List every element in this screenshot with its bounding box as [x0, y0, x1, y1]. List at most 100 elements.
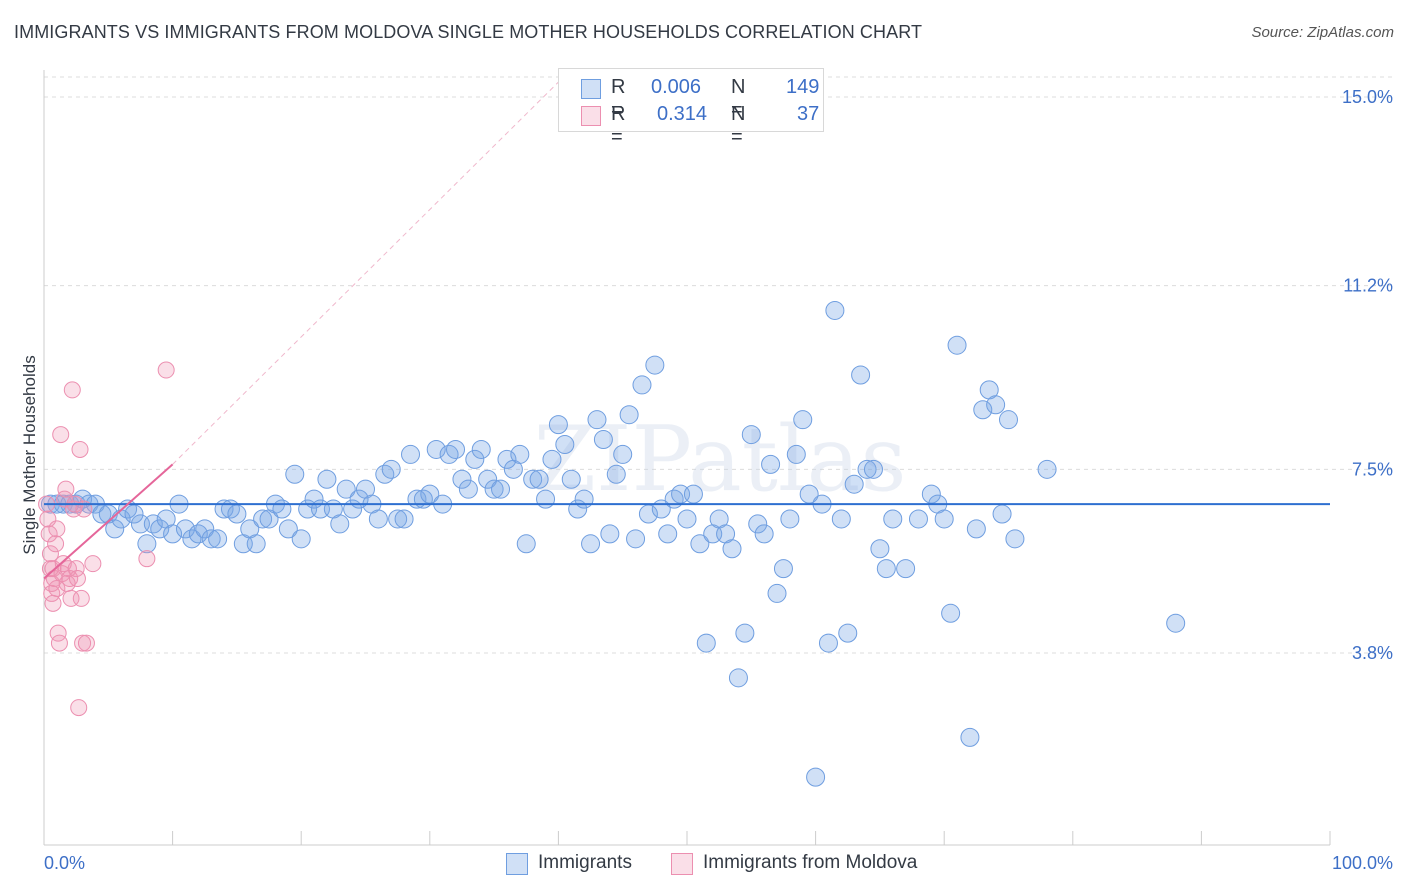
scatter-point-immigrants	[1167, 614, 1185, 632]
scatter-point-immigrants	[659, 525, 677, 543]
scatter-point-immigrants	[286, 465, 304, 483]
legend-label-immigrants: Immigrants	[538, 852, 632, 874]
scatter-point-immigrants	[723, 540, 741, 558]
scatter-point-immigrants	[402, 445, 420, 463]
scatter-point-immigrants	[620, 406, 638, 424]
scatter-point-immigrants	[138, 535, 156, 553]
r-value-immigrants: 0.006	[651, 76, 701, 99]
scatter-point-immigrants	[794, 411, 812, 429]
scatter-point-immigrants	[864, 460, 882, 478]
immigrants-legend-swatch	[506, 853, 528, 875]
x-tick-max: 100.0%	[1332, 853, 1393, 873]
y-tick-label: 15.0%	[1342, 87, 1393, 107]
scatter-point-moldova	[71, 700, 87, 716]
scatter-point-immigrants	[762, 455, 780, 473]
scatter-point-moldova	[58, 481, 74, 497]
scatter-point-moldova	[73, 590, 89, 606]
r-label: R =	[611, 103, 625, 149]
scatter-point-immigrants	[697, 634, 715, 652]
scatter-point-immigrants	[594, 431, 612, 449]
scatter-point-moldova	[158, 362, 174, 378]
scatter-point-immigrants	[967, 520, 985, 538]
scatter-point-immigrants	[556, 436, 574, 454]
x-tick-min: 0.0%	[44, 853, 85, 873]
scatter-point-immigrants	[582, 535, 600, 553]
scatter-point-immigrants	[845, 475, 863, 493]
moldova-legend-swatch	[671, 853, 693, 875]
immigrants-swatch	[581, 79, 601, 99]
scatter-point-immigrants	[447, 440, 465, 458]
n-label: N =	[731, 103, 745, 149]
scatter-point-immigrants	[787, 445, 805, 463]
scatter-point-immigrants	[961, 728, 979, 746]
scatter-point-immigrants	[331, 515, 349, 533]
scatter-point-immigrants	[588, 411, 606, 429]
scatter-point-immigrants	[369, 510, 387, 528]
immigrants-points	[41, 301, 1184, 786]
scatter-point-moldova	[78, 635, 94, 651]
y-tick-label: 11.2%	[1343, 276, 1393, 296]
scatter-point-immigrants	[382, 460, 400, 478]
scatter-point-immigrants	[819, 634, 837, 652]
scatter-point-immigrants	[562, 470, 580, 488]
scatter-point-immigrants	[549, 416, 567, 434]
scatter-point-immigrants	[993, 505, 1011, 523]
legend-label-moldova: Immigrants from Moldova	[703, 852, 917, 874]
scatter-point-immigrants	[897, 560, 915, 578]
scatter-point-immigrants	[948, 336, 966, 354]
scatter-point-immigrants	[575, 490, 593, 508]
scatter-point-immigrants	[209, 530, 227, 548]
scatter-point-moldova	[139, 551, 155, 567]
scatter-point-immigrants	[614, 445, 632, 463]
stats-legend: R = 0.006 N = 149 R = 0.314 N = 37	[558, 68, 824, 132]
scatter-point-immigrants	[627, 530, 645, 548]
scatter-point-immigrants	[729, 669, 747, 687]
scatter-point-immigrants	[935, 510, 953, 528]
scatter-point-immigrants	[987, 396, 1005, 414]
scatter-point-immigrants	[909, 510, 927, 528]
y-axis-label: Single Mother Households	[20, 355, 39, 554]
scatter-point-immigrants	[292, 530, 310, 548]
scatter-point-immigrants	[852, 366, 870, 384]
scatter-point-immigrants	[877, 560, 895, 578]
y-tick-labels: 3.8% 7.5% 11.2% 15.0%	[1342, 87, 1393, 663]
trendline-moldova-extension	[173, 82, 559, 464]
scatter-point-immigrants	[1000, 411, 1018, 429]
scatter-point-immigrants	[492, 480, 510, 498]
scatter-point-immigrants	[273, 500, 291, 518]
n-value-moldova: 37	[797, 103, 819, 126]
scatter-point-moldova	[64, 382, 80, 398]
scatter-point-immigrants	[1006, 530, 1024, 548]
scatter-point-immigrants	[601, 525, 619, 543]
y-tick-label: 3.8%	[1352, 643, 1393, 663]
scatter-chart: ZIPatlas 3.8%7.5%11.2%15.0% 0.0% 100.0% …	[0, 0, 1406, 892]
scatter-point-immigrants	[942, 604, 960, 622]
scatter-point-immigrants	[807, 768, 825, 786]
trend-lines	[44, 82, 1330, 578]
grid-lines	[44, 77, 1395, 653]
scatter-point-immigrants	[832, 510, 850, 528]
y-tick-label: 7.5%	[1352, 459, 1393, 479]
scatter-point-immigrants	[633, 376, 651, 394]
scatter-point-moldova	[85, 556, 101, 572]
scatter-point-immigrants	[678, 510, 696, 528]
scatter-point-immigrants	[742, 426, 760, 444]
scatter-point-immigrants	[768, 584, 786, 602]
scatter-point-moldova	[48, 536, 64, 552]
scatter-point-moldova	[69, 571, 85, 587]
scatter-point-immigrants	[871, 540, 889, 558]
scatter-point-moldova	[51, 635, 67, 651]
scatter-point-moldova	[49, 521, 65, 537]
scatter-point-immigrants	[537, 490, 555, 508]
scatter-point-immigrants	[774, 560, 792, 578]
scatter-point-immigrants	[781, 510, 799, 528]
scatter-point-immigrants	[395, 510, 413, 528]
scatter-point-immigrants	[646, 356, 664, 374]
scatter-point-immigrants	[1038, 460, 1056, 478]
scatter-point-immigrants	[684, 485, 702, 503]
n-value-immigrants: 149	[786, 76, 819, 99]
scatter-point-immigrants	[826, 301, 844, 319]
scatter-point-immigrants	[530, 470, 548, 488]
scatter-point-moldova	[45, 595, 61, 611]
scatter-point-immigrants	[472, 440, 490, 458]
